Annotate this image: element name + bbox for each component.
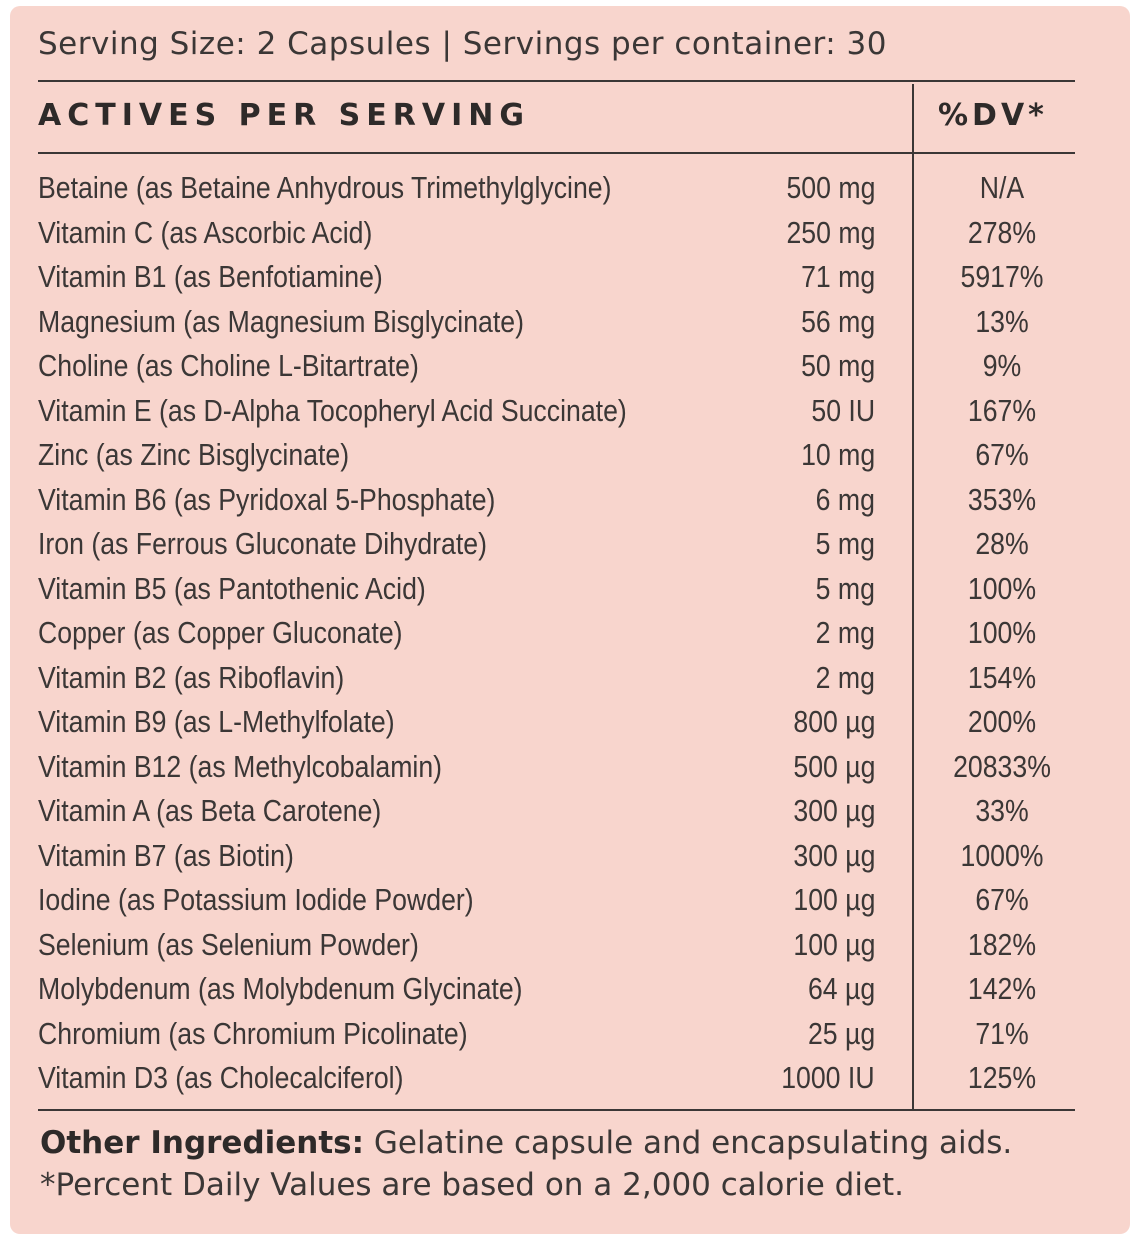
other-ingredients-label: Other Ingredients: xyxy=(40,1125,365,1161)
supplement-facts-panel xyxy=(10,6,1130,1234)
ingredient-amount: 2 mg xyxy=(815,615,875,650)
ingredient-list: Betaine (as Betaine Anhydrous Trimethylg… xyxy=(38,166,1075,1101)
ingredient-row: Zinc (as Zinc Bisglycinate) 10 mg 67% xyxy=(38,433,1075,478)
ingredient-name: Vitamin E (as D-Alpha Tocopheryl Acid Su… xyxy=(38,392,627,428)
top-divider xyxy=(38,80,1075,82)
serving-size-line: Serving Size: 2 Capsules | Servings per … xyxy=(38,26,887,62)
ingredient-name: Iron (as Ferrous Gluconate Dihydrate) xyxy=(38,526,487,561)
ingredient-name: Vitamin B9 (as L-Methylfolate) xyxy=(38,704,395,739)
ingredient-row: Vitamin B2 (as Riboflavin) 2 mg 154% xyxy=(38,656,1075,701)
ingredient-row: Vitamin B9 (as L-Methylfolate) 800 µg 200% xyxy=(38,700,1075,745)
ingredient-dv: 154% xyxy=(967,659,1037,695)
ingredient-dv: 71% xyxy=(975,1015,1029,1051)
ingredient-amount: 25 µg xyxy=(807,1015,875,1051)
ingredient-dv: 182% xyxy=(967,926,1037,962)
ingredient-row: Magnesium (as Magnesium Bisglycinate) 56 … xyxy=(38,300,1075,345)
ingredient-amount: 64 µg xyxy=(807,971,875,1006)
ingredient-amount: 100 µg xyxy=(792,926,875,962)
ingredient-row: Selenium (as Selenium Powder) 100 µg 182% xyxy=(38,923,1075,968)
actives-header: ACTIVES PER SERVING xyxy=(38,98,530,133)
ingredient-row: Vitamin A (as Beta Carotene) 300 µg 33% xyxy=(38,789,1075,834)
ingredient-row: Iron (as Ferrous Gluconate Dihydrate) 5 m… xyxy=(38,522,1075,567)
ingredient-dv: 67% xyxy=(975,437,1029,472)
column-divider xyxy=(912,84,914,1111)
ingredient-amount: 250 mg xyxy=(786,214,875,250)
ingredient-name: Selenium (as Selenium Powder) xyxy=(38,926,419,962)
ingredient-name: Vitamin C (as Ascorbic Acid) xyxy=(38,214,373,250)
bottom-divider xyxy=(38,1109,1075,1111)
ingredient-row: Vitamin C (as Ascorbic Acid) 250 mg 278% xyxy=(38,211,1075,256)
ingredient-amount: 300 µg xyxy=(792,837,875,873)
dv-footnote: *Percent Daily Values are based on a 2,0… xyxy=(40,1167,905,1203)
ingredient-dv: N/A xyxy=(979,170,1025,205)
ingredient-amount: 50 mg xyxy=(800,348,875,383)
ingredient-dv: 353% xyxy=(967,481,1037,517)
ingredient-amount: 5 mg xyxy=(815,526,875,561)
ingredient-amount: 6 mg xyxy=(815,481,875,517)
ingredient-row: Copper (as Copper Gluconate) 2 mg 100% xyxy=(38,611,1075,656)
ingredient-amount: 1000 IU xyxy=(781,1060,875,1095)
ingredient-row: Choline (as Choline L-Bitartrate) 50 mg 9% xyxy=(38,344,1075,389)
ingredient-amount: 5 mg xyxy=(815,570,875,606)
ingredient-dv: 1000% xyxy=(960,837,1044,873)
ingredient-row: Molybdenum (as Molybdenum Glycinate) 64 µ… xyxy=(38,967,1075,1012)
ingredient-row: Vitamin D3 (as Cholecalciferol) 1000 IU 12… xyxy=(38,1056,1075,1101)
ingredient-dv: 100% xyxy=(967,615,1037,650)
ingredient-name: Chromium (as Chromium Picolinate) xyxy=(38,1015,468,1051)
ingredient-dv: 5917% xyxy=(960,259,1044,294)
ingredient-dv: 167% xyxy=(967,392,1037,428)
ingredient-row: Vitamin B7 (as Biotin) 300 µg 1000% xyxy=(38,834,1075,879)
ingredient-dv: 28% xyxy=(975,526,1029,561)
ingredient-dv: 200% xyxy=(967,704,1037,739)
ingredient-amount: 500 mg xyxy=(786,170,875,205)
ingredient-amount: 500 µg xyxy=(792,748,875,784)
ingredient-amount: 56 mg xyxy=(800,303,875,339)
ingredient-name: Vitamin D3 (as Cholecalciferol) xyxy=(38,1060,404,1095)
ingredient-name: Betaine (as Betaine Anhydrous Trimethylg… xyxy=(38,170,612,205)
ingredient-name: Copper (as Copper Gluconate) xyxy=(38,615,403,650)
ingredient-dv: 67% xyxy=(975,882,1029,917)
ingredient-name: Vitamin B2 (as Riboflavin) xyxy=(38,659,345,695)
ingredient-amount: 800 µg xyxy=(792,704,875,739)
ingredient-name: Vitamin B1 (as Benfotiamine) xyxy=(38,259,383,294)
ingredient-row: Vitamin B12 (as Methylcobalamin) 500 µg 20… xyxy=(38,745,1075,790)
ingredient-row: Chromium (as Chromium Picolinate) 25 µg 71… xyxy=(38,1012,1075,1057)
ingredient-name: Molybdenum (as Molybdenum Glycinate) xyxy=(38,971,523,1006)
ingredient-dv: 13% xyxy=(975,303,1029,339)
ingredient-dv: 9% xyxy=(982,348,1022,383)
ingredient-name: Zinc (as Zinc Bisglycinate) xyxy=(38,437,350,472)
ingredient-dv: 100% xyxy=(967,570,1037,606)
other-ingredients-line: Other Ingredients: Gelatine capsule and … xyxy=(40,1122,1012,1164)
ingredient-dv: 20833% xyxy=(953,748,1051,784)
ingredient-amount: 2 mg xyxy=(815,659,875,695)
dv-header: %DV* xyxy=(938,98,1048,133)
ingredient-dv: 33% xyxy=(975,793,1029,828)
footer: Other Ingredients: Gelatine capsule and … xyxy=(40,1122,1012,1206)
ingredient-name: Vitamin B7 (as Biotin) xyxy=(38,837,294,873)
ingredient-amount: 100 µg xyxy=(792,882,875,917)
ingredient-name: Magnesium (as Magnesium Bisglycinate) xyxy=(38,303,525,339)
ingredient-name: Vitamin B6 (as Pyridoxal 5-Phosphate) xyxy=(38,481,496,517)
ingredient-row: Vitamin B5 (as Pantothenic Acid) 5 mg 100% xyxy=(38,567,1075,612)
ingredient-name: Iodine (as Potassium Iodide Powder) xyxy=(38,882,474,917)
ingredient-row: Vitamin B6 (as Pyridoxal 5-Phosphate) 6 m… xyxy=(38,478,1075,523)
ingredient-row: Vitamin E (as D-Alpha Tocopheryl Acid Su… xyxy=(38,389,1075,434)
ingredient-row: Betaine (as Betaine Anhydrous Trimethylg… xyxy=(38,166,1075,211)
ingredient-amount: 10 mg xyxy=(800,437,875,472)
header-divider xyxy=(38,152,1075,154)
ingredient-dv: 125% xyxy=(967,1060,1037,1095)
ingredient-name: Choline (as Choline L-Bitartrate) xyxy=(38,348,419,383)
ingredient-dv: 278% xyxy=(967,214,1037,250)
ingredient-amount: 300 µg xyxy=(792,793,875,828)
other-ingredients-text: Gelatine capsule and encapsulating aids. xyxy=(364,1125,1013,1161)
ingredient-name: Vitamin A (as Beta Carotene) xyxy=(38,793,382,828)
ingredient-row: Vitamin B1 (as Benfotiamine) 71 mg 5917% xyxy=(38,255,1075,300)
ingredient-amount: 50 IU xyxy=(811,392,875,428)
ingredient-row: Iodine (as Potassium Iodide Powder) 100 µ… xyxy=(38,878,1075,923)
ingredient-amount: 71 mg xyxy=(800,259,875,294)
ingredient-name: Vitamin B12 (as Methylcobalamin) xyxy=(38,748,443,784)
ingredient-dv: 142% xyxy=(967,971,1037,1006)
ingredient-name: Vitamin B5 (as Pantothenic Acid) xyxy=(38,570,426,606)
